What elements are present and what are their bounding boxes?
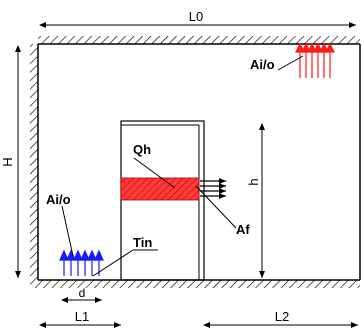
label-H: H (0, 157, 15, 166)
label-L2: L2 (275, 309, 289, 324)
Af-leader (195, 185, 237, 229)
label-Af: Af (236, 222, 250, 237)
left-wall-hatch (30, 44, 38, 280)
label-Qh: Qh (133, 142, 151, 157)
inflow-arrows (59, 249, 104, 276)
object-outer (120, 120, 205, 281)
dimension-L1: L1 (39, 309, 121, 328)
Qh-leader (133, 157, 176, 189)
label-Ai-o-top: Ai/o (250, 57, 275, 72)
dimension-h: h (246, 123, 265, 278)
Tin-leader (92, 249, 134, 277)
ceiling-hatch (38, 36, 360, 44)
dimension-d: d (61, 286, 102, 303)
enclosure-walls (30, 36, 361, 288)
heat-flux-arrows (200, 178, 226, 199)
dimension-L0: L0 (39, 9, 356, 28)
label-d: d (79, 286, 86, 300)
label-h: h (246, 178, 261, 185)
dimension-H: H (0, 45, 21, 278)
dimension-L2: L2 (203, 309, 358, 328)
label-Ai-o-bottom: Ai/o (46, 192, 71, 207)
label-L1: L1 (75, 309, 89, 324)
label-Tin: Tin (133, 235, 152, 250)
heat-release-band-hatch (120, 177, 200, 201)
Ai-o-bottom-leader (61, 205, 74, 257)
Ai-o-top-leader (277, 55, 304, 71)
outflow-arrows (295, 42, 335, 78)
label-L0: L0 (189, 9, 203, 24)
floor-hatch (30, 280, 360, 288)
